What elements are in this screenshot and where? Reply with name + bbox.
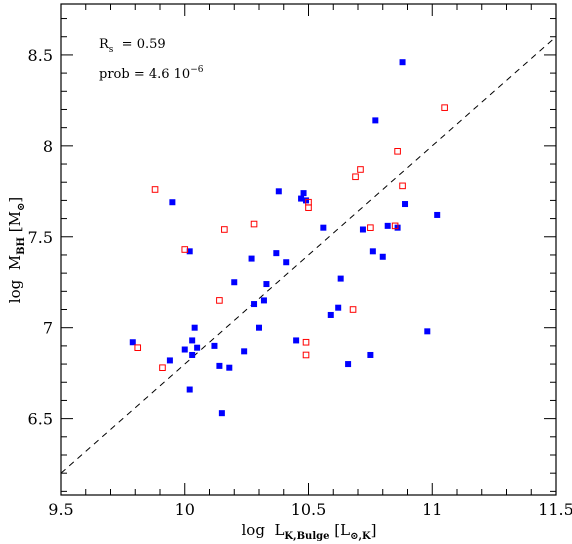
data-point-open bbox=[441, 104, 448, 111]
x-tick-label: 10.5 bbox=[291, 500, 327, 519]
data-point-filled bbox=[337, 275, 344, 282]
data-point-filled bbox=[211, 342, 218, 349]
axis-ticks bbox=[60, 4, 557, 495]
data-point-filled bbox=[283, 259, 290, 266]
data-point-filled bbox=[275, 188, 282, 195]
data-point-filled bbox=[189, 351, 196, 358]
y-tick-label: 6.5 bbox=[28, 410, 53, 429]
x-tick-label: 11 bbox=[422, 500, 442, 519]
data-point-filled bbox=[218, 410, 225, 417]
y-axis-label: log MBH [M⊙] bbox=[6, 197, 27, 303]
x-axis-label: log LK,Bulge [L⊙,K] bbox=[241, 521, 376, 542]
data-point-open bbox=[151, 186, 159, 193]
data-point-filled bbox=[402, 201, 409, 208]
data-point-filled bbox=[251, 301, 258, 308]
data-point-filled bbox=[335, 304, 342, 311]
data-point-open bbox=[305, 204, 312, 211]
data-points bbox=[129, 59, 448, 417]
data-point-filled bbox=[129, 339, 136, 346]
x-tick-label: 9.5 bbox=[48, 500, 73, 519]
data-point-filled bbox=[241, 348, 248, 355]
data-point-open bbox=[302, 351, 310, 359]
data-point-filled bbox=[260, 297, 267, 304]
data-point-open bbox=[134, 344, 142, 351]
data-point-open bbox=[250, 220, 258, 228]
data-point-open bbox=[352, 173, 359, 181]
data-point-filled bbox=[384, 222, 391, 229]
data-point-filled bbox=[231, 279, 238, 286]
y-tick-label: 7 bbox=[43, 319, 53, 338]
data-point-filled bbox=[189, 337, 196, 344]
data-point-filled bbox=[369, 248, 376, 255]
data-point-open bbox=[216, 297, 223, 304]
data-point-filled bbox=[181, 346, 188, 353]
data-point-filled bbox=[186, 248, 193, 255]
data-point-filled bbox=[399, 59, 406, 66]
data-point-filled bbox=[367, 351, 374, 358]
data-point-filled bbox=[298, 195, 305, 202]
data-point-filled bbox=[191, 324, 198, 331]
data-point-open bbox=[302, 338, 310, 346]
x-tick-label: 10 bbox=[175, 500, 195, 519]
data-point-open bbox=[367, 224, 374, 231]
annotation-rs: Rs = 0.59 bbox=[99, 37, 166, 55]
data-point-filled bbox=[320, 224, 327, 231]
data-point-open bbox=[159, 364, 166, 372]
data-point-filled bbox=[293, 337, 300, 344]
annotation-prob: prob = 4.6 10−6 bbox=[99, 65, 204, 82]
data-point-open bbox=[221, 226, 228, 233]
data-point-filled bbox=[434, 211, 441, 218]
annotations: Rs = 0.59 prob = 4.6 10−6 bbox=[99, 37, 204, 82]
data-point-filled bbox=[327, 311, 334, 318]
y-tick-label: 8.5 bbox=[28, 46, 53, 65]
data-point-filled bbox=[256, 324, 262, 331]
fit-line-group bbox=[60, 36, 557, 474]
data-point-filled bbox=[166, 357, 173, 364]
data-point-open bbox=[391, 222, 399, 230]
x-tick-label: 11.5 bbox=[538, 500, 572, 519]
data-point-filled bbox=[216, 362, 223, 369]
data-point-open bbox=[181, 246, 189, 253]
data-point-filled bbox=[263, 281, 270, 288]
data-point-filled bbox=[345, 361, 352, 368]
data-point-filled bbox=[273, 250, 280, 257]
data-point-filled bbox=[169, 199, 176, 206]
y-tick-label: 7.5 bbox=[28, 228, 53, 247]
data-point-filled bbox=[359, 226, 366, 233]
data-point-open bbox=[394, 148, 401, 155]
fit-line bbox=[60, 36, 557, 474]
data-point-filled bbox=[248, 255, 255, 262]
data-point-filled bbox=[194, 344, 201, 351]
axis-tick-labels: 9.5 10 10.5 11 11.5 6.5 7 7.5 8 8.5 bbox=[28, 46, 572, 519]
data-point-open bbox=[357, 166, 364, 173]
data-point-open bbox=[399, 182, 406, 190]
data-point-filled bbox=[186, 386, 193, 393]
data-point-open bbox=[349, 306, 357, 313]
data-point-filled bbox=[300, 190, 307, 197]
data-point-filled bbox=[424, 328, 431, 335]
data-point-filled bbox=[379, 253, 386, 260]
data-point-filled bbox=[226, 364, 233, 371]
y-tick-label: 8 bbox=[43, 137, 53, 156]
data-point-filled bbox=[372, 117, 379, 124]
